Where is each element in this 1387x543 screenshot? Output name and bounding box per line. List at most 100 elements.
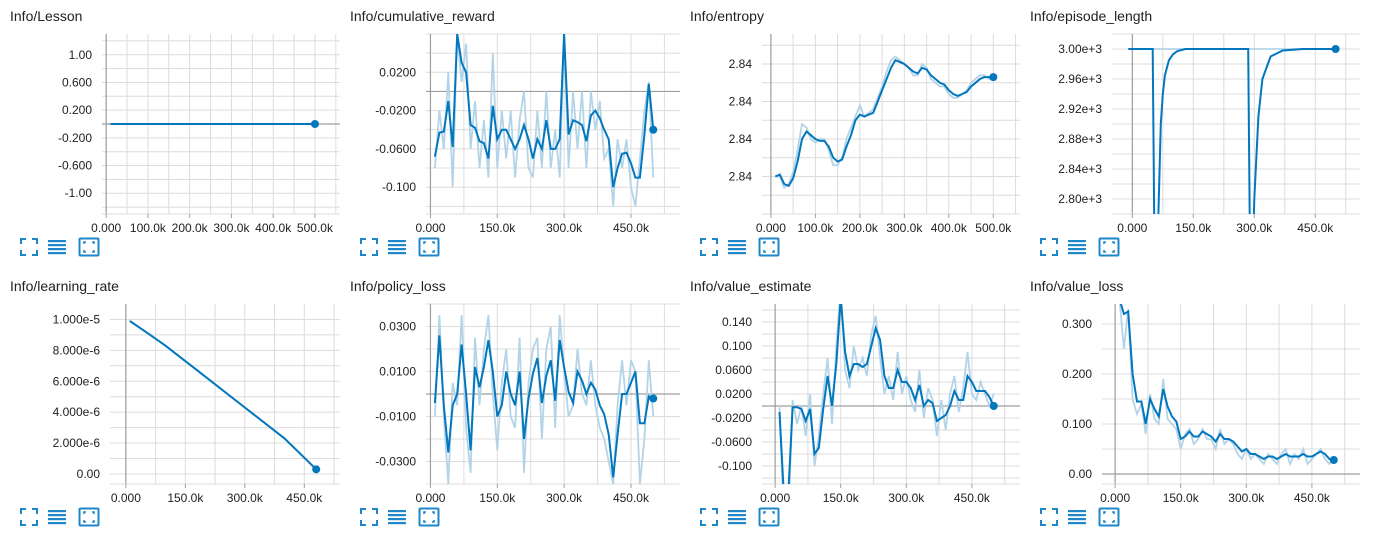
y-tick-label: -0.0200 [375, 104, 416, 118]
fullscreen-icon[interactable] [1098, 506, 1120, 528]
y-tick-label: 2.84e+3 [1058, 162, 1102, 176]
chart-card-0: Info/Lesson 1.00 0.600 0.200 -0.200 -0.600 -1.… [0, 0, 340, 265]
y-tick-label: -1.00 [65, 186, 93, 200]
fit-to-data-icon[interactable] [18, 236, 40, 258]
y-tick-label: 2.000e-6 [53, 436, 101, 450]
fit-to-data-icon[interactable] [698, 506, 720, 528]
fit-to-data-icon[interactable] [358, 506, 380, 528]
x-tick-label: 400.0k [931, 221, 968, 235]
x-tick-label: 150.0k [1175, 221, 1212, 235]
y-tick-label: 0.100 [722, 339, 752, 353]
fit-to-data-icon[interactable] [18, 506, 40, 528]
smoothed-series-line [778, 304, 995, 484]
chart-card-4: Info/learning_rate 1.000e-5 8.000e-6 6.000e… [0, 270, 340, 535]
x-tick-label: 200.0k [842, 221, 879, 235]
smoothed-series-line [1119, 304, 1335, 461]
y-tick-label: 0.200 [62, 103, 92, 117]
x-tick-label: 450.0k [1297, 221, 1334, 235]
chart-title: Info/episode_length [1030, 8, 1153, 24]
y-tick-label: -0.0600 [375, 142, 416, 156]
chart-title: Info/learning_rate [10, 278, 119, 294]
y-tick-label: 2.84 [729, 95, 753, 109]
fullscreen-icon[interactable] [78, 236, 100, 258]
y-tick-label: 0.00 [77, 467, 101, 481]
chart-plot[interactable]: 0.300 0.200 0.100 0.00 0.000 150.0k 300.0k 450.… [1020, 270, 1360, 506]
chart-plot[interactable]: 0.0300 0.0100 -0.0100 -0.0300 0.000 150.0k 300… [340, 270, 680, 506]
y-tick-label: -0.0600 [711, 435, 752, 449]
fit-to-data-icon[interactable] [1038, 506, 1060, 528]
x-tick-label: 0.000 [756, 221, 786, 235]
x-tick-label: 450.0k [613, 221, 650, 235]
chart-card-1: Info/cumulative_reward 0.0200 -0.0200 -0.06… [340, 0, 680, 265]
x-tick-label: 0.000 [1117, 221, 1147, 235]
y-tick-label: 2.84 [729, 132, 753, 146]
x-tick-label: 150.0k [479, 491, 516, 505]
y-tick-label: 6.000e-6 [53, 374, 101, 388]
chart-card-3: Info/episode_length 3.00e+3 2.96e+3 2.92e+3… [1020, 0, 1360, 265]
chart-plot[interactable]: 2.84 2.84 2.84 2.84 0.000 100.0k 200.0k 300.0k 4… [680, 0, 1020, 236]
x-tick-label: 100.0k [130, 221, 167, 235]
last-value-marker [649, 125, 658, 134]
chart-card-7: Info/value_loss 0.300 0.200 0.100 0.00 0.000 1… [1020, 270, 1360, 535]
chart-title: Info/value_loss [1030, 278, 1124, 294]
chart-plot[interactable]: 3.00e+3 2.96e+3 2.92e+3 2.88e+3 2.84e+3 2.80e… [1020, 0, 1360, 236]
toggle-y-log-icon[interactable] [46, 236, 68, 258]
fit-to-data-icon[interactable] [698, 236, 720, 258]
y-tick-label: 3.00e+3 [1058, 42, 1102, 56]
fullscreen-icon[interactable] [418, 236, 440, 258]
chart-card-6: Info/value_estimate 0.140 0.100 0.0600 0.020… [680, 270, 1020, 535]
y-tick-label: 2.92e+3 [1058, 102, 1102, 116]
chart-card-2: Info/entropy 2.84 2.84 2.84 2.84 0.000 100.0k 2… [680, 0, 1020, 265]
x-tick-label: 0.000 [91, 221, 121, 235]
toggle-y-log-icon[interactable] [726, 236, 748, 258]
chart-plot[interactable]: 1.000e-5 8.000e-6 6.000e-6 4.000e-6 2.000e-6… [0, 270, 340, 506]
x-tick-label: 300.0k [227, 491, 264, 505]
raw-series-line [778, 304, 995, 484]
toggle-y-log-icon[interactable] [1066, 236, 1088, 258]
x-tick-label: 150.0k [823, 491, 860, 505]
x-tick-label: 150.0k [1163, 491, 1200, 505]
x-tick-label: 450.0k [613, 491, 650, 505]
y-tick-label: 8.000e-6 [53, 343, 101, 357]
x-tick-label: 0.000 [415, 221, 445, 235]
chart-title: Info/value_estimate [690, 278, 812, 294]
raw-series-line [129, 320, 317, 470]
fit-to-data-icon[interactable] [1038, 236, 1060, 258]
toggle-y-log-icon[interactable] [386, 506, 408, 528]
x-tick-label: 300.0k [886, 221, 923, 235]
fullscreen-icon[interactable] [418, 506, 440, 528]
toggle-y-log-icon[interactable] [386, 236, 408, 258]
chart-plot[interactable]: 0.140 0.100 0.0600 0.0200 -0.0200 -0.0600 -0.1… [680, 270, 1020, 506]
last-value-marker [989, 402, 998, 410]
x-tick-label: 300.0k [213, 221, 250, 235]
smoothed-series-line [433, 335, 654, 478]
y-tick-label: -0.0300 [375, 455, 416, 469]
x-tick-label: 500.0k [975, 221, 1012, 235]
chart-plot[interactable]: 0.0200 -0.0200 -0.0600 -0.100 0.000 150.0k 300… [340, 0, 680, 236]
y-tick-label: 1.00 [69, 48, 93, 62]
raw-series-line [434, 34, 655, 207]
y-tick-label: 2.84 [729, 57, 753, 71]
y-tick-label: 0.0300 [379, 320, 416, 334]
fullscreen-icon[interactable] [758, 506, 780, 528]
x-tick-label: 300.0k [546, 491, 583, 505]
y-tick-label: -0.0200 [711, 411, 752, 425]
smoothed-series-line [433, 34, 655, 188]
y-tick-label: -0.600 [58, 159, 92, 173]
x-tick-label: 300.0k [1228, 491, 1265, 505]
chart-plot[interactable]: 1.00 0.600 0.200 -0.200 -0.600 -1.00 0.000 100.… [0, 0, 340, 236]
toggle-y-log-icon[interactable] [1066, 506, 1088, 528]
x-tick-label: 0.000 [1100, 491, 1130, 505]
fullscreen-icon[interactable] [758, 236, 780, 258]
smoothed-series-line [129, 320, 317, 471]
fullscreen-icon[interactable] [1098, 236, 1120, 258]
fullscreen-icon[interactable] [78, 506, 100, 528]
fit-to-data-icon[interactable] [358, 236, 380, 258]
last-value-marker [989, 73, 998, 82]
toggle-y-log-icon[interactable] [46, 506, 68, 528]
last-value-marker [312, 465, 321, 474]
toggle-y-log-icon[interactable] [726, 506, 748, 528]
x-tick-label: 200.0k [172, 221, 209, 235]
last-value-marker [1329, 456, 1338, 464]
x-tick-label: 0.000 [111, 491, 141, 505]
